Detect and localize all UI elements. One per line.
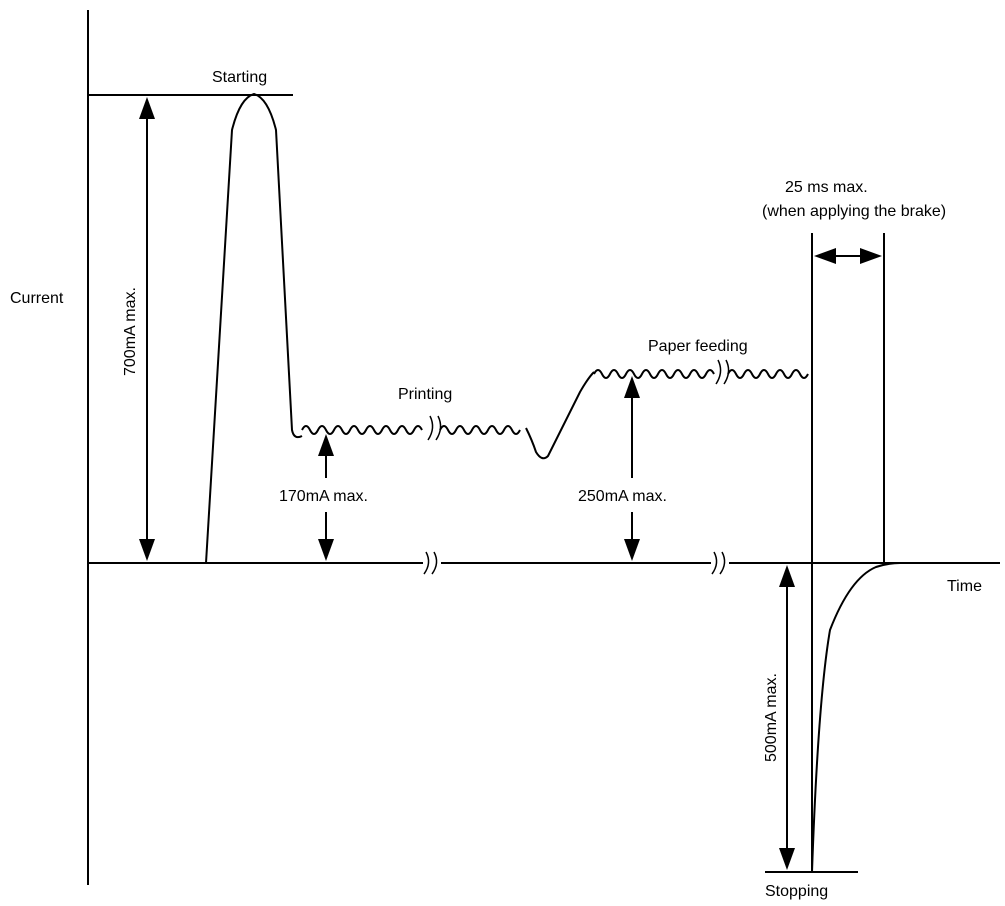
current-axis-label: Current [10, 290, 64, 307]
printing-label: Printing [398, 386, 452, 403]
dimension-arrow-500ma [779, 565, 795, 870]
label-170ma: 170mA max. [279, 488, 368, 505]
brake-time-label-line2: (when applying the brake) [762, 203, 946, 220]
paper-feeding-current-wave-1 [593, 369, 715, 379]
printing-to-feeding-transition-curve [525, 371, 595, 460]
label-250ma: 250mA max. [578, 488, 667, 505]
brake-time-label-line1: 25 ms max. [785, 179, 868, 196]
time-axis-label: Time [947, 578, 982, 595]
starting-label: Starting [212, 69, 267, 86]
printing-current-wave-2 [439, 425, 521, 435]
dimension-arrow-170ma [318, 434, 334, 561]
printing-wave-break [427, 415, 442, 441]
time-axis-break-1 [423, 551, 441, 575]
time-axis-break-2 [711, 551, 729, 575]
label-700ma: 700mA max. [122, 287, 139, 376]
dimension-arrow-brake-time [814, 248, 882, 264]
stopping-current-curve [811, 370, 901, 873]
dimension-arrow-250ma [624, 376, 640, 561]
stopping-label: Stopping [765, 883, 828, 900]
paper-feeding-label: Paper feeding [648, 338, 748, 355]
dimension-arrow-700ma [139, 97, 155, 561]
paper-feeding-current-wave-2 [727, 369, 809, 379]
label-500ma: 500mA max. [763, 673, 780, 762]
printing-current-wave-1 [301, 425, 423, 435]
starting-current-curve [205, 92, 303, 564]
paper-feeding-wave-break [715, 359, 730, 385]
